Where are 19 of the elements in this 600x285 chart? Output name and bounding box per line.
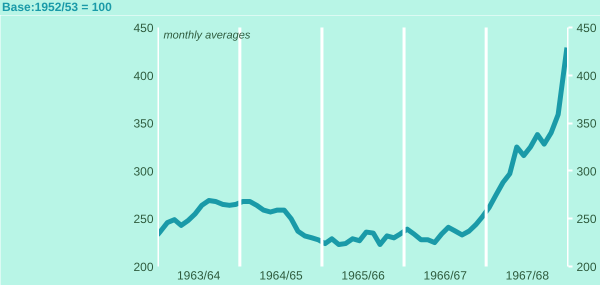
y2-tick-label: 450 (576, 21, 597, 35)
y-tick-label: 250 (133, 212, 154, 226)
x-tick-label: 1965/66 (341, 268, 386, 282)
x-tick-label: 1967/68 (506, 268, 550, 282)
y-tick-label: 400 (133, 68, 154, 83)
y2-tick-label: 250 (576, 212, 597, 226)
y-tick-label: 350 (133, 116, 154, 131)
y2-tick-label: 400 (576, 68, 597, 83)
annotation: monthly averages (164, 30, 251, 42)
y2-tick-label: 300 (576, 164, 597, 178)
x-tick-label: 1964/65 (259, 268, 304, 282)
x-tick-label: 1963/64 (176, 268, 221, 282)
y-tick-label: 200 (133, 260, 154, 274)
y-tick-label: 300 (133, 164, 154, 178)
y-axis-title: Base:1952/53 = 100 (2, 0, 112, 15)
y2-tick-label: 350 (576, 116, 597, 131)
y2-tick-label: 200 (576, 260, 597, 274)
y-tick-label: 450 (133, 21, 154, 35)
x-tick-label: 1966/67 (424, 268, 468, 282)
